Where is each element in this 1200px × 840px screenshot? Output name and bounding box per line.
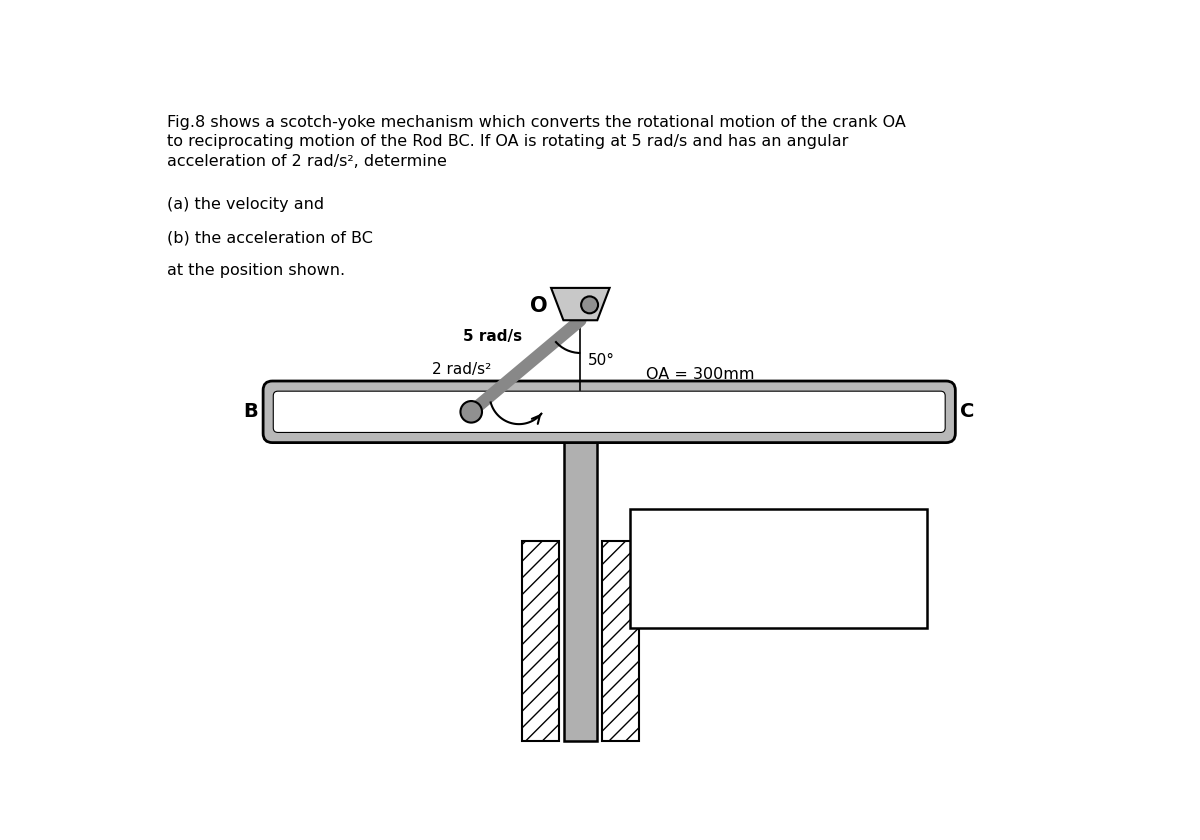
Circle shape: [581, 297, 598, 313]
Polygon shape: [551, 288, 610, 320]
Text: 50°: 50°: [588, 353, 616, 368]
Text: (b): (b): [647, 578, 671, 596]
Text: (b) the acceleration of BC: (b) the acceleration of BC: [167, 230, 373, 245]
Text: A: A: [439, 400, 455, 419]
FancyBboxPatch shape: [630, 509, 926, 628]
Text: 4.36 m/s² (upwards): 4.36 m/s² (upwards): [692, 578, 860, 596]
Bar: [564, 433, 596, 742]
Text: (a) the velocity and: (a) the velocity and: [167, 197, 324, 212]
Text: 1.15m/s (downwards): 1.15m/s (downwards): [692, 531, 872, 549]
FancyBboxPatch shape: [263, 381, 955, 443]
Text: O: O: [529, 296, 547, 316]
Bar: [522, 541, 559, 742]
Text: OA = 300mm: OA = 300mm: [646, 366, 755, 381]
Text: Fig.8 shows a scotch-yoke mechanism which converts the rotational motion of the : Fig.8 shows a scotch-yoke mechanism whic…: [167, 114, 906, 169]
Text: 2 rad/s²: 2 rad/s²: [432, 362, 491, 377]
Bar: [602, 541, 638, 742]
Circle shape: [461, 401, 482, 423]
FancyBboxPatch shape: [274, 391, 946, 433]
Text: 5 rad/s: 5 rad/s: [463, 329, 522, 344]
Text: at the position shown.: at the position shown.: [167, 262, 344, 277]
Text: (a): (a): [647, 531, 671, 549]
Text: C: C: [960, 402, 974, 422]
Text: B: B: [244, 402, 258, 422]
